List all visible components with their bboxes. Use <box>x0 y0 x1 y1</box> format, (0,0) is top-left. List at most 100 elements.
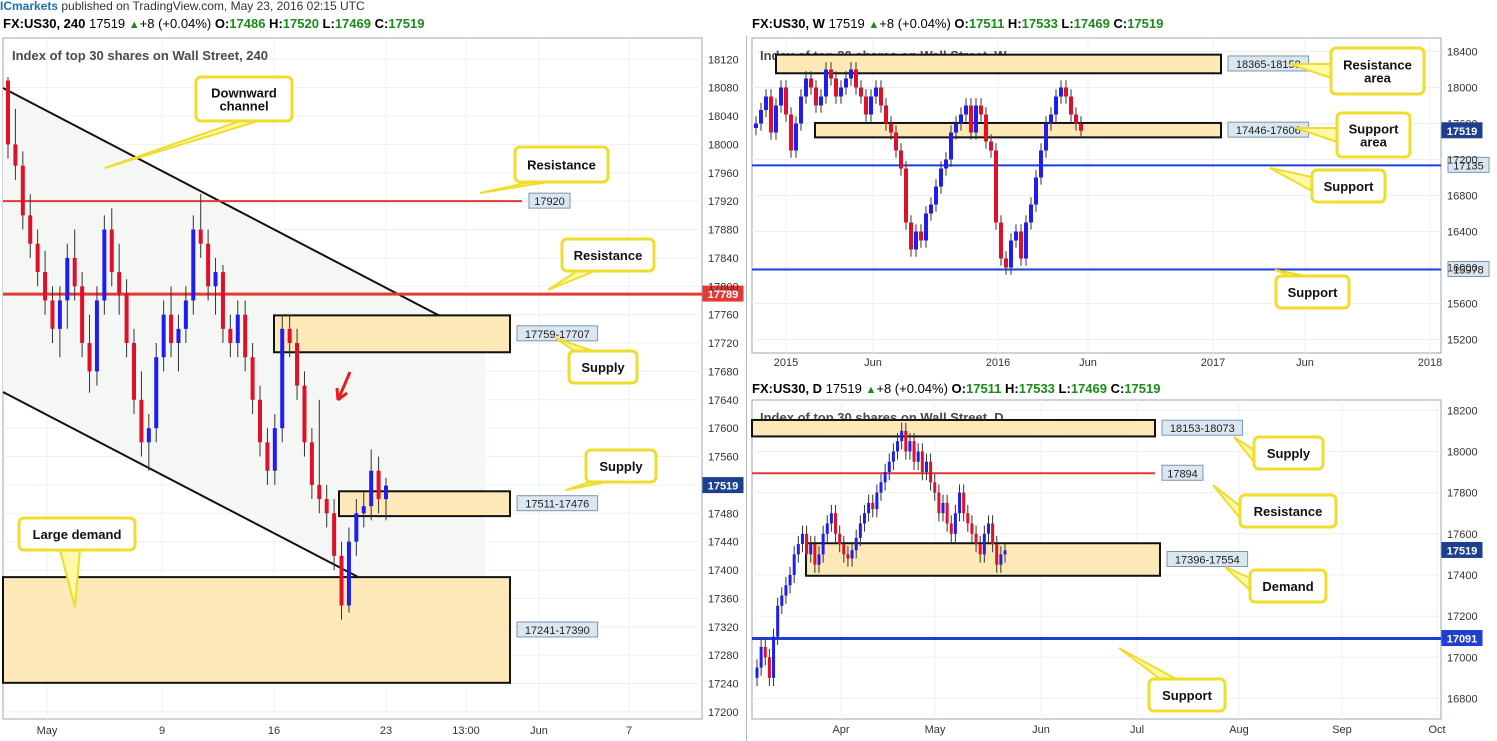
weekly-high: 17533 <box>1021 16 1058 31</box>
level-label-bg <box>1447 156 1490 173</box>
candle-body <box>966 513 970 524</box>
brand-name[interactable]: ICmarkets <box>0 0 59 13</box>
candle-body <box>191 229 196 301</box>
candle-body <box>858 523 862 538</box>
callout-large-demand: Large demand <box>17 516 137 608</box>
daily-xaxis: Apr May Jun Jul Aug Sep Oct <box>832 724 1445 736</box>
y-tick-label: 15200 <box>1447 335 1478 347</box>
callout-resistance-1-box <box>513 145 610 184</box>
candle-body <box>970 523 974 534</box>
candle-body <box>755 667 759 678</box>
daily-chart-svg[interactable]: Index of top 30 shares on Wall Street, D… <box>747 375 1497 741</box>
candle-body <box>198 229 203 244</box>
zone-rect <box>2 576 511 684</box>
callout-large-demand-text: Large demand <box>33 527 122 542</box>
candle-body <box>999 554 1003 565</box>
h4-chart-panel[interactable]: Index of top 30 shares on Wall Street, 2… <box>0 36 747 741</box>
weekly-low: 17469 <box>1073 16 1110 31</box>
candle-body <box>1069 96 1073 115</box>
candle-body <box>982 533 986 555</box>
published-bar: ICmarkets published on TradingView.com, … <box>0 0 1497 14</box>
candle-body <box>272 428 277 471</box>
candle-body <box>924 461 928 473</box>
callout-resistance-area-text: area <box>1364 71 1392 86</box>
y-tick-label: 17400 <box>1447 570 1478 582</box>
candle-body <box>862 513 866 524</box>
candle-body <box>220 272 225 329</box>
weekly-levels: 17135 15978 <box>752 156 1490 277</box>
candle-body <box>361 506 366 514</box>
level-tag: 17091 <box>1441 630 1483 647</box>
weekly-change: +8 (+0.04%) <box>879 16 951 31</box>
callout-support-2-box <box>1274 274 1351 310</box>
candle-body <box>117 272 122 294</box>
candle-body <box>776 605 780 637</box>
y-tick-label: 17440 <box>708 537 739 549</box>
candle-body <box>933 482 937 493</box>
level-label-text: 15978 <box>1453 264 1484 276</box>
zone-rect <box>751 418 1156 438</box>
weekly-chart-svg[interactable]: Index of top 30 shares on Wall Street, W… <box>747 36 1497 375</box>
y-tick-label: 17600 <box>708 423 739 435</box>
callout-resistance-box <box>1238 493 1338 529</box>
published-info: published on TradingView.com, May 23, 20… <box>61 0 365 13</box>
daily-high: 17533 <box>1018 381 1055 396</box>
y-tick-label: 18000 <box>708 139 739 151</box>
y-tick-label: 18120 <box>708 54 739 66</box>
price-tag-text: 17519 <box>1447 545 1478 557</box>
daily-yaxis: 16800 17000 17200 17400 17600 17800 18000 18200… <box>1441 405 1483 705</box>
candle-body <box>161 314 166 358</box>
candle-body <box>825 523 829 534</box>
candle-body <box>995 544 999 565</box>
candle-body <box>875 492 879 510</box>
callout-support-2: Support <box>1274 269 1351 310</box>
callout-support-1-text: Support <box>1324 179 1374 194</box>
y-tick-label: 17920 <box>708 196 739 208</box>
callout-resistance-1: Resistance <box>479 145 610 194</box>
candle-body <box>250 357 255 400</box>
candle-body <box>763 646 767 658</box>
callout-supply-1-box <box>567 349 639 385</box>
y-tick-label: 17800 <box>708 281 739 293</box>
price-tag-text: 17519 <box>708 481 739 493</box>
candle-body <box>65 257 70 301</box>
zone-label-text: 17511-17476 <box>525 499 589 511</box>
x-tick-label: 2015 <box>774 357 798 369</box>
candle-body <box>978 544 982 555</box>
zone-label: 17396-17554 <box>1166 551 1249 567</box>
candle-body <box>50 300 55 329</box>
y-tick-label: 17880 <box>708 225 739 237</box>
candle-body <box>896 441 900 452</box>
candle-body <box>169 314 174 344</box>
candle-body <box>280 328 285 429</box>
candle-body <box>1029 204 1033 223</box>
candle-body <box>819 96 823 106</box>
weekly-chart-panel[interactable]: Index of top 30 shares on Wall Street, W… <box>747 36 1497 375</box>
candle-body <box>72 257 77 287</box>
daily-chart-panel[interactable]: Index of top 30 shares on Wall Street, D… <box>747 375 1497 741</box>
y-tick-label: 16800 <box>1447 693 1478 705</box>
candle-body <box>974 533 978 545</box>
level-label-bg <box>528 192 571 209</box>
y-tick-label: 17680 <box>708 366 739 378</box>
price-tag-text: 17519 <box>1447 126 1478 138</box>
h4-chart-svg[interactable]: Index of top 30 shares on Wall Street, 2… <box>0 36 747 741</box>
daily-callouts: Supply Resistance Demand Support <box>1118 435 1338 713</box>
candle-body <box>243 314 248 358</box>
candle-body <box>183 300 188 329</box>
callout-support-1: Support <box>1269 167 1387 204</box>
candle-body <box>1003 550 1007 555</box>
price-tag-bg <box>702 477 744 494</box>
x-tick-label: Sep <box>1332 724 1352 736</box>
callout-support-area-text: area <box>1360 135 1388 150</box>
level-tag-text: 17789 <box>708 289 739 301</box>
zone-label-bg <box>516 495 599 512</box>
h4-candles <box>6 77 388 620</box>
candle-body <box>206 243 211 287</box>
zone-label: 17241-17390 <box>516 621 599 638</box>
daily-grid <box>752 400 1441 719</box>
weekly-candles <box>754 62 1083 275</box>
